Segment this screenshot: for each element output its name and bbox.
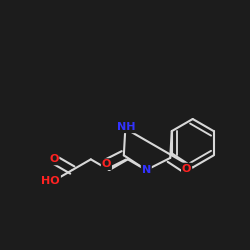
Text: HO: HO: [42, 176, 60, 186]
Text: NH: NH: [117, 122, 136, 132]
Text: N: N: [142, 165, 151, 175]
Text: O: O: [182, 164, 191, 173]
Text: O: O: [102, 159, 111, 169]
Text: O: O: [49, 154, 58, 164]
